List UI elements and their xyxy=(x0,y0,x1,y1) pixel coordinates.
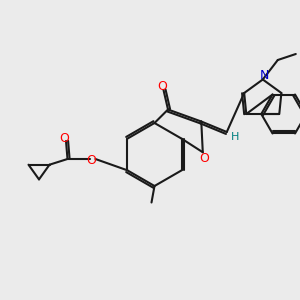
Text: O: O xyxy=(199,152,209,165)
Text: O: O xyxy=(60,132,69,146)
Text: H: H xyxy=(231,132,239,142)
Text: N: N xyxy=(260,69,269,82)
Text: O: O xyxy=(87,154,96,167)
Text: O: O xyxy=(157,80,167,94)
